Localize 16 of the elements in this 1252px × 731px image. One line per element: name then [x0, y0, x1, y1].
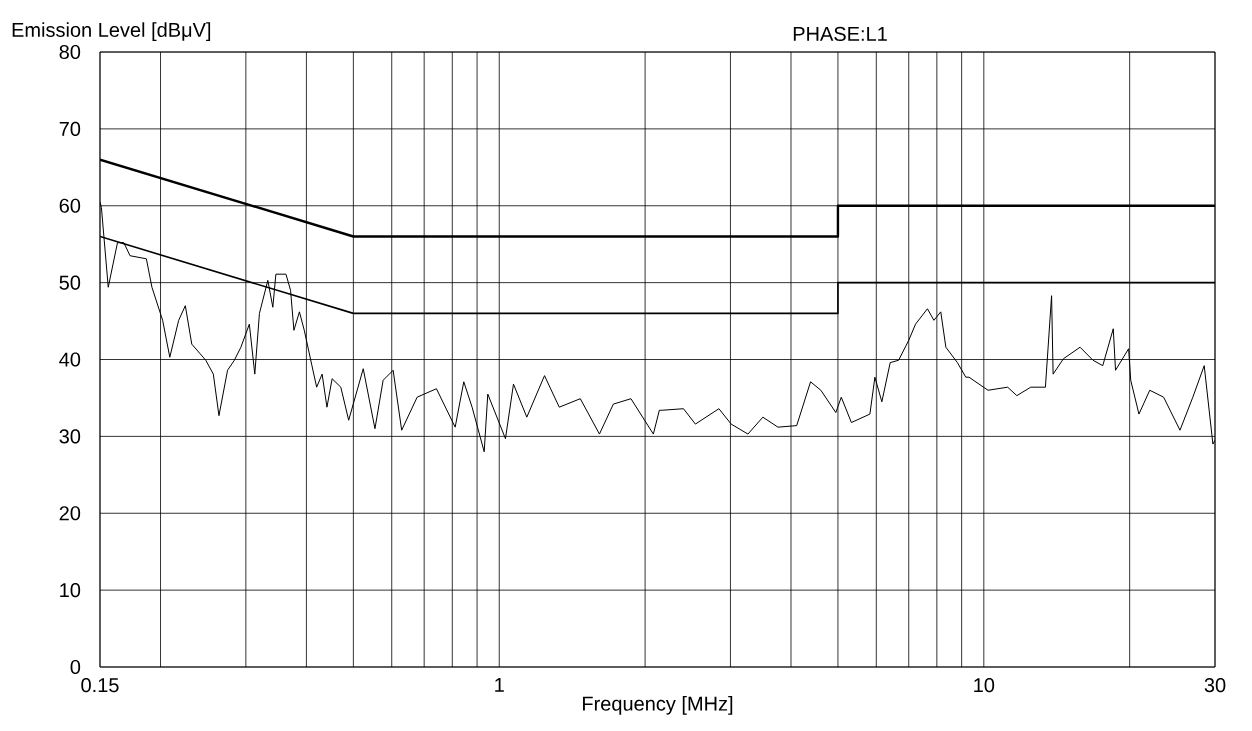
- x-tick-label: 30: [1204, 678, 1226, 693]
- y-tick-label: 80: [59, 44, 81, 60]
- x-axis-title: Frequency [MHz]: [583, 696, 733, 715]
- y-tick-label: 50: [59, 275, 81, 290]
- text: PHASE:L1: [793, 26, 887, 41]
- x-tick-label: 1: [495, 678, 504, 692]
- x-tick-label: 0.15: [81, 678, 119, 693]
- y-tick-label: 0: [70, 659, 81, 675]
- y-tick-label: 10: [60, 583, 81, 598]
- x-tick-label: 10: [974, 678, 995, 693]
- y-tick-label: 40: [59, 352, 81, 367]
- y-tick-label: 70: [59, 121, 81, 136]
- y-axis-title: Emission Level [dBμV]: [12, 22, 211, 41]
- y-tick-label: 20: [59, 506, 81, 521]
- y-tick-label: 60: [59, 198, 81, 213]
- y-tick-label: 30: [59, 429, 81, 444]
